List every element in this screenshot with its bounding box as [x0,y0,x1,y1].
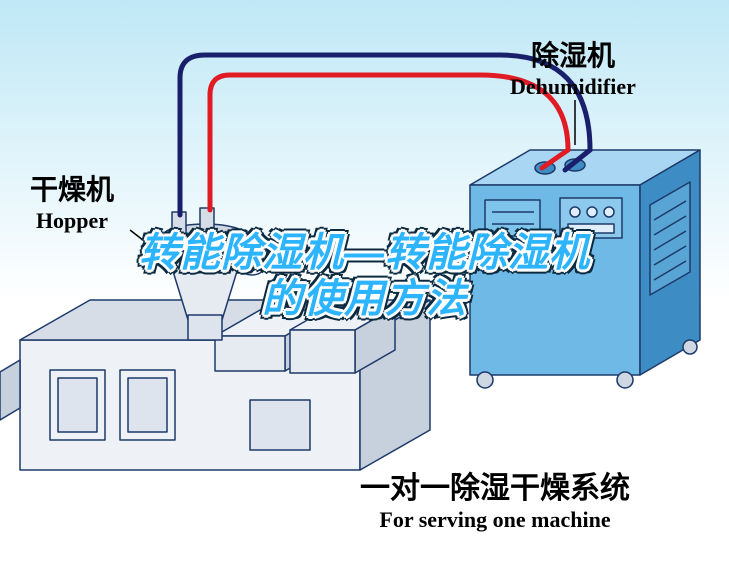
hero-line2: 的使用方法 [262,277,467,321]
label-system: 一对一除湿干燥系统 For serving one machine [360,463,630,533]
label-system-en: For serving one machine [360,507,630,533]
label-dehumidifier-cn: 除湿机 [510,34,636,74]
label-hopper-cn: 干燥机 [30,168,114,208]
hero-title: 转能除湿机—转能除湿机 的使用方法 [0,230,729,322]
label-hopper: 干燥机 Hopper [30,168,114,234]
diagram-root: 除湿机 Dehumidifier 干燥机 Hopper 一对一除湿干燥系统 Fo… [0,0,729,561]
label-system-cn: 一对一除湿干燥系统 [360,463,630,507]
label-dehumidifier-en: Dehumidifier [510,74,636,100]
hero-line1: 转能除湿机—转能除湿机 [139,231,590,275]
label-dehumidifier: 除湿机 Dehumidifier [510,34,636,100]
